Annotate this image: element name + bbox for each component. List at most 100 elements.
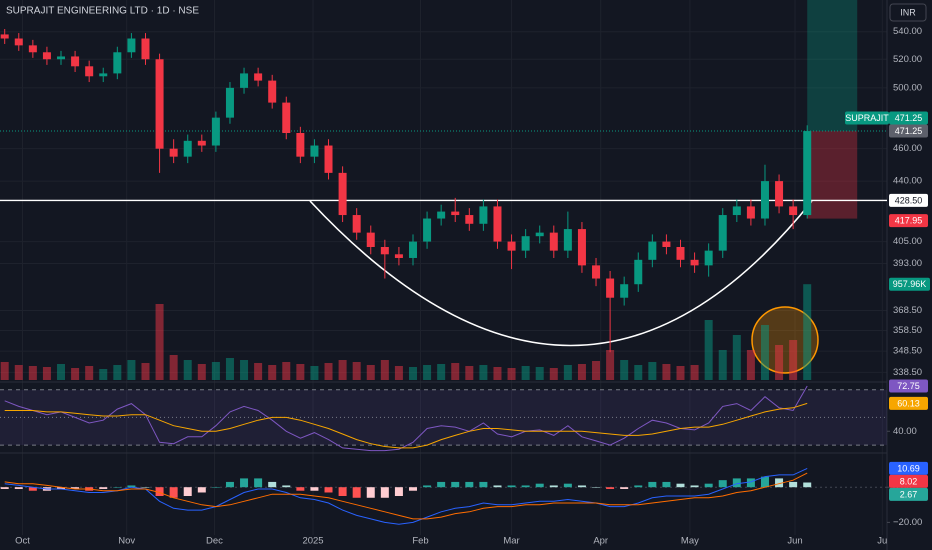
rsi-line [4,385,808,452]
histogram-bar [521,485,530,488]
candle-body [71,56,80,67]
y-tick-label: 393.00 [893,258,922,269]
volume-bar [563,365,572,380]
histogram-bar [620,487,629,489]
candle-body [732,206,741,216]
histogram-bar [127,485,136,488]
candle-body [338,172,347,216]
candle-body [240,73,249,88]
histogram-bar [676,483,685,488]
volume-bar [366,365,375,380]
candle-body [282,102,291,133]
histogram-bar [169,487,178,498]
candle-body [225,87,234,118]
x-tick-label: Mar [503,536,519,547]
histogram-bar [451,481,460,488]
volume-bar [183,360,192,380]
candle-body [268,80,277,103]
volume-bar [648,362,657,380]
volume-bar [42,367,51,380]
candle-body [775,181,784,207]
histogram-bar [394,487,403,497]
histogram-bar [563,483,572,488]
histogram-bar [634,485,643,488]
histogram-bar [225,481,234,488]
histogram-bar [648,481,657,488]
volume-bar [577,364,586,380]
histogram-bar [0,487,9,489]
candle-body [324,145,333,173]
histogram-bar [408,487,417,491]
y-tick-label: 348.50 [893,346,922,357]
volume-bar [352,362,361,380]
volume-bar [141,363,150,380]
axis-tag-label: 471.25 [895,113,923,123]
x-tick-label: Nov [118,536,135,547]
x-tick-label: Feb [412,536,428,547]
candle-body [423,218,432,242]
macd-line [4,472,808,520]
volume-bar [465,366,474,380]
histogram-bar [338,487,347,497]
target-zone [807,0,858,132]
histogram-bar [577,485,586,488]
volume-bar [169,355,178,380]
chart-title: SUPRAJIT ENGINEERING LTD · 1D · NSE [6,6,199,17]
histogram-bar [775,478,784,488]
volume-bar [718,350,727,380]
volume-bar [14,365,23,380]
histogram-bar [211,487,220,488]
candle-body [760,181,769,219]
axis-tag-label: 8.02 [900,476,918,486]
histogram-bar [592,487,601,488]
candle-body [451,211,460,216]
histogram-bar [57,487,66,489]
volume-bar [437,364,446,380]
candle-body [0,34,9,39]
candle-body [141,38,150,60]
volume-bar [676,366,685,380]
candle-body [676,247,685,260]
histogram-bar [197,487,206,493]
histogram-bar [662,481,671,488]
histogram-bar [549,485,558,488]
axis-tag [889,487,928,501]
candle-body [296,132,305,157]
volume-bar [493,367,502,380]
volume-bar [296,364,305,380]
candle-body [394,254,403,258]
candle-body [606,278,615,298]
stop-zone [807,131,858,219]
candle-body [113,52,122,74]
candle-body [14,38,23,46]
histogram-bar [113,487,122,488]
histogram-bar [704,483,713,488]
volume-bar [71,368,80,380]
candle-body [704,250,713,266]
y-tick-label: 500.00 [893,82,922,93]
candle-body [380,247,389,255]
currency[interactable]: INR [900,7,916,17]
y-tick-label: 460.00 [893,143,922,154]
x-tick-label: Ju [877,536,887,547]
rsi-band [0,389,887,446]
y-tick-label: 338.50 [893,367,922,378]
volume-bar [521,366,530,380]
currency-box[interactable] [889,3,927,22]
histogram-bar [746,478,755,488]
candle-body [563,229,572,251]
candle-body [746,206,755,219]
candle-body [662,241,671,248]
candle-body [592,265,601,279]
volume-bar [775,345,784,380]
axis-tag [889,277,930,291]
candle-body [408,241,417,258]
volume-bar [789,340,798,380]
candle-body [197,140,206,146]
candle-body [57,56,66,60]
histogram-bar [282,485,291,488]
symbol-label: SUPRAJIT [845,113,889,123]
